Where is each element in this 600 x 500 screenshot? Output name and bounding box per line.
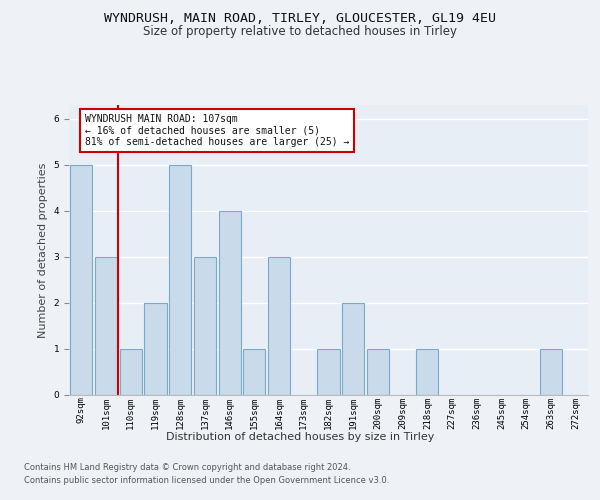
Bar <box>218 211 241 395</box>
Bar <box>95 257 117 395</box>
Y-axis label: Number of detached properties: Number of detached properties <box>38 162 48 338</box>
Bar <box>317 349 340 395</box>
Bar <box>70 165 92 395</box>
Bar <box>416 349 439 395</box>
Bar <box>243 349 265 395</box>
Text: Size of property relative to detached houses in Tirley: Size of property relative to detached ho… <box>143 25 457 38</box>
Bar <box>342 303 364 395</box>
Text: Contains public sector information licensed under the Open Government Licence v3: Contains public sector information licen… <box>24 476 389 485</box>
Bar <box>169 165 191 395</box>
Bar <box>145 303 167 395</box>
Bar <box>367 349 389 395</box>
Bar <box>194 257 216 395</box>
Bar <box>540 349 562 395</box>
Text: Distribution of detached houses by size in Tirley: Distribution of detached houses by size … <box>166 432 434 442</box>
Text: WYNDRUSH, MAIN ROAD, TIRLEY, GLOUCESTER, GL19 4EU: WYNDRUSH, MAIN ROAD, TIRLEY, GLOUCESTER,… <box>104 12 496 26</box>
Bar <box>268 257 290 395</box>
Bar <box>119 349 142 395</box>
Text: WYNDRUSH MAIN ROAD: 107sqm
← 16% of detached houses are smaller (5)
81% of semi-: WYNDRUSH MAIN ROAD: 107sqm ← 16% of deta… <box>85 114 349 147</box>
Text: Contains HM Land Registry data © Crown copyright and database right 2024.: Contains HM Land Registry data © Crown c… <box>24 462 350 471</box>
